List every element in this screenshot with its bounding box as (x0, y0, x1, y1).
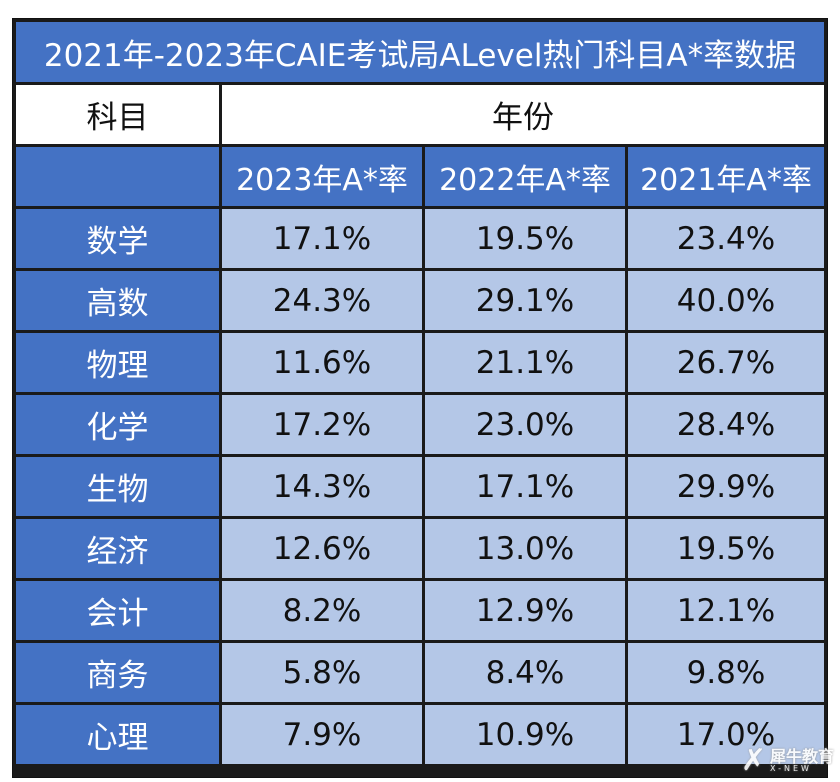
rate-cell: 29.9% (628, 457, 824, 516)
rate-cell: 13.0% (425, 519, 625, 578)
row-subject: 会计 (16, 581, 219, 640)
row-subject: 高数 (16, 271, 219, 330)
rate-cell: 10.9% (425, 705, 625, 764)
rhino-logo-icon: ✗ (740, 743, 766, 778)
rate-cell: 28.4% (628, 395, 824, 454)
row-subject: 数学 (16, 209, 219, 268)
rate-cell: 7.9% (222, 705, 422, 764)
row-subject: 心理 (16, 705, 219, 764)
rate-cell: 23.4% (628, 209, 824, 268)
rate-cell: 17.2% (222, 395, 422, 454)
rate-cell: 17.1% (425, 457, 625, 516)
watermark-logo: ✗ 犀牛教育 X-NEW (741, 743, 834, 778)
watermark-subtext: X-NEW (769, 763, 812, 773)
column-header-2021: 2021年A*率 (628, 147, 824, 206)
year-header: 年份 (222, 85, 824, 144)
rate-cell: 19.5% (628, 519, 824, 578)
table-title: 2021年-2023年CAIE考试局ALevel热门科目A*率数据 (16, 22, 824, 82)
rate-cell: 5.8% (222, 643, 422, 702)
rate-cell: 23.0% (425, 395, 625, 454)
row-subject: 生物 (16, 457, 219, 516)
rate-cell: 26.7% (628, 333, 824, 392)
rate-cell: 17.0% (628, 705, 824, 764)
data-table: 2021年-2023年CAIE考试局ALevel热门科目A*率数据 科目 年份 … (12, 18, 828, 778)
subject-header: 科目 (16, 85, 219, 144)
rate-cell: 12.1% (628, 581, 824, 640)
column-header-2022: 2022年A*率 (425, 147, 625, 206)
rate-cell: 14.3% (222, 457, 422, 516)
rate-cell: 17.1% (222, 209, 422, 268)
rate-cell: 29.1% (425, 271, 625, 330)
rate-cell: 12.9% (425, 581, 625, 640)
rate-cell: 11.6% (222, 333, 422, 392)
rate-cell: 8.4% (425, 643, 625, 702)
row-subject: 商务 (16, 643, 219, 702)
rate-cell: 8.2% (222, 581, 422, 640)
rate-cell: 9.8% (628, 643, 824, 702)
corner-cell (16, 147, 219, 206)
rate-cell: 19.5% (425, 209, 625, 268)
row-subject: 经济 (16, 519, 219, 578)
row-subject: 物理 (16, 333, 219, 392)
rate-cell: 24.3% (222, 271, 422, 330)
rate-cell: 21.1% (425, 333, 625, 392)
rate-cell: 12.6% (222, 519, 422, 578)
row-subject: 化学 (16, 395, 219, 454)
column-header-2023: 2023年A*率 (222, 147, 422, 206)
rate-cell: 40.0% (628, 271, 824, 330)
watermark-text: 犀牛教育 (769, 746, 834, 766)
